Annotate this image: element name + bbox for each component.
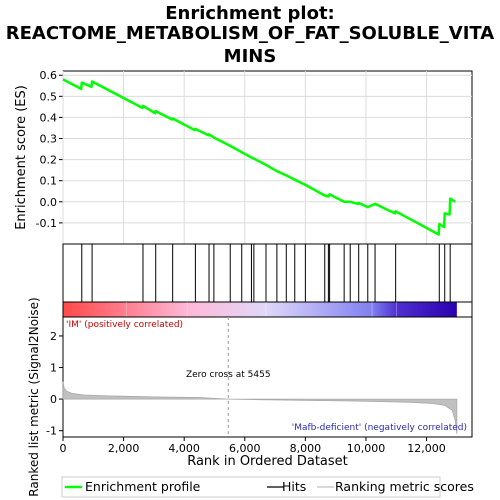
metric-y-tick-label: 0 — [50, 393, 57, 406]
es-y-tick-label: 0.1 — [40, 175, 58, 188]
es-y-tick-label: 0.4 — [40, 111, 58, 124]
x-tick-label: 0 — [60, 442, 67, 455]
title-line: Enrichment plot: — [165, 3, 335, 24]
es-y-tick-label: 0.6 — [40, 69, 58, 82]
legend: Enrichment profile Hits Ranking metric sco… — [62, 477, 474, 497]
x-tick-label: 12,000 — [407, 442, 446, 455]
x-tick-label: 2,000 — [108, 442, 140, 455]
metric-y-tick-label: 2 — [50, 330, 57, 343]
title-line: MINS — [224, 46, 277, 67]
hits-panel — [63, 244, 472, 302]
title-line: REACTOME_METABOLISM_OF_FAT_SOLUBLE_VITA — [6, 23, 495, 44]
zero-cross-label: Zero cross at 5455 — [186, 370, 271, 380]
chart-title: Enrichment plot:REACTOME_METABOLISM_OF_F… — [6, 3, 495, 67]
hits-frame — [63, 244, 472, 302]
es-y-tick-label: 0.2 — [40, 154, 58, 167]
legend-label: Enrichment profile — [85, 479, 201, 494]
es-y-tick-label: 0.0 — [40, 196, 58, 209]
metric-y-tick-label: -1 — [46, 425, 57, 438]
x-tick-label: 10,000 — [347, 442, 386, 455]
legend-label: Hits — [282, 479, 306, 494]
es-panel: -0.1 0.0 0.1 0.2 0.3 0.4 0.5 0.6 Enrichment scor… — [14, 69, 472, 244]
color-bar — [63, 302, 472, 317]
positive-class-label: 'IM' (positively correlated) — [66, 320, 183, 330]
metric-y-axis-label: Ranked list metric (Signal2Noise) — [27, 297, 41, 496]
x-axis-label: Rank in Ordered Dataset — [187, 454, 348, 469]
es-y-tick-label: 0.5 — [40, 90, 58, 103]
es-y-tick-label: 0.3 — [40, 133, 58, 146]
color-bar-rect — [63, 302, 457, 317]
metric-y-tick-label: 1 — [50, 362, 57, 375]
es-y-axis-label: Enrichment score (ES) — [14, 85, 29, 230]
legend-label: Ranking metric scores — [335, 479, 474, 494]
negative-class-label: 'Mafb-deficient' (negatively correlated) — [292, 423, 467, 433]
es-y-tick-label: -0.1 — [36, 217, 57, 230]
